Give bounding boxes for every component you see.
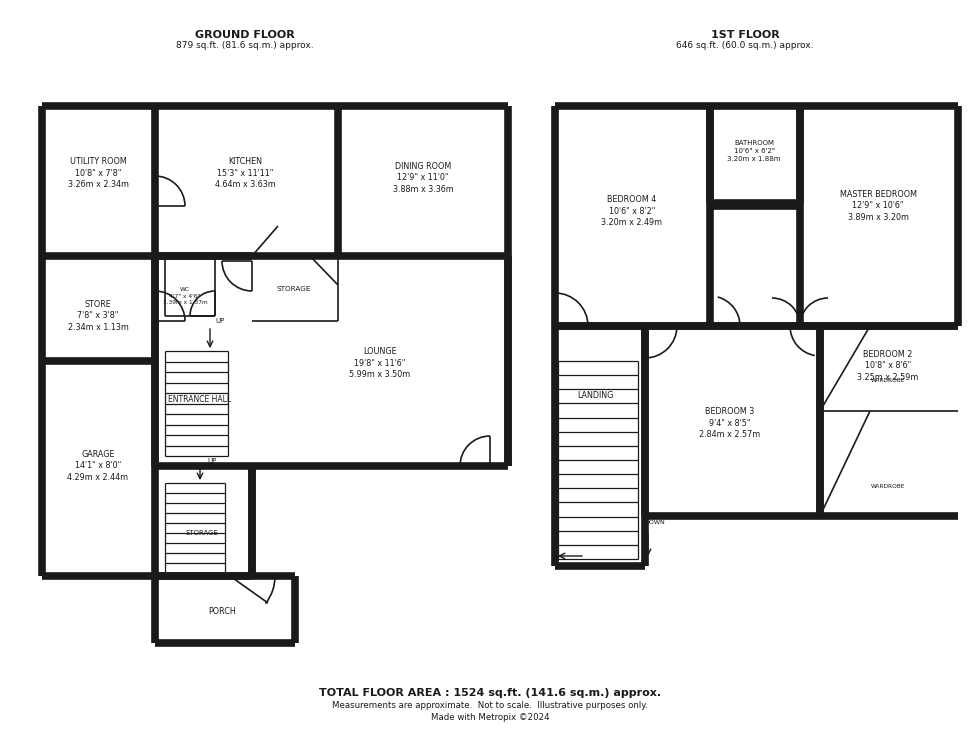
- Text: 879 sq.ft. (81.6 sq.m.) approx.: 879 sq.ft. (81.6 sq.m.) approx.: [176, 41, 314, 50]
- Text: PORCH: PORCH: [208, 607, 236, 616]
- Text: 1ST FLOOR: 1ST FLOOR: [710, 30, 779, 40]
- Text: BATHROOM
10'6" x 6'2"
3.20m x 1.88m: BATHROOM 10'6" x 6'2" 3.20m x 1.88m: [727, 140, 781, 162]
- Text: GARAGE
14'1" x 8'0"
4.29m x 2.44m: GARAGE 14'1" x 8'0" 4.29m x 2.44m: [68, 450, 128, 482]
- Text: TOTAL FLOOR AREA : 1524 sq.ft. (141.6 sq.m.) approx.: TOTAL FLOOR AREA : 1524 sq.ft. (141.6 sq…: [318, 688, 662, 698]
- Text: STORE
7'8" x 3'8"
2.34m x 1.13m: STORE 7'8" x 3'8" 2.34m x 1.13m: [68, 300, 128, 332]
- Text: STORAGE: STORAGE: [276, 286, 312, 292]
- Text: UP: UP: [216, 318, 224, 324]
- Text: DOWN: DOWN: [645, 520, 665, 526]
- Text: WARDROBE: WARDROBE: [871, 484, 906, 488]
- Text: ENTRANCE HALL: ENTRANCE HALL: [169, 394, 231, 403]
- Text: BEDROOM 4
10'6" x 8'2"
3.20m x 2.49m: BEDROOM 4 10'6" x 8'2" 3.20m x 2.49m: [602, 195, 662, 228]
- Text: KITCHEN
15'3" x 11'11"
4.64m x 3.63m: KITCHEN 15'3" x 11'11" 4.64m x 3.63m: [215, 157, 275, 189]
- Text: STORAGE: STORAGE: [185, 530, 219, 536]
- Text: Made with Metropix ©2024: Made with Metropix ©2024: [430, 713, 550, 722]
- Text: BEDROOM 2
10'8" x 8'6"
3.25m x 2.59m: BEDROOM 2 10'8" x 8'6" 3.25m x 2.59m: [858, 350, 918, 382]
- Text: GROUND FLOOR: GROUND FLOOR: [195, 30, 295, 40]
- Text: MASTER BEDROOM
12'9" x 10'6"
3.89m x 3.20m: MASTER BEDROOM 12'9" x 10'6" 3.89m x 3.2…: [840, 190, 916, 222]
- Text: Measurements are approximate.  Not to scale.  Illustrative purposes only.: Measurements are approximate. Not to sca…: [332, 701, 648, 710]
- Text: WARDROBE: WARDROBE: [871, 379, 906, 384]
- Text: LANDING: LANDING: [577, 391, 613, 400]
- Text: UTILITY ROOM
10'8" x 7'8"
3.26m x 2.34m: UTILITY ROOM 10'8" x 7'8" 3.26m x 2.34m: [68, 157, 128, 189]
- Text: UP: UP: [208, 458, 217, 464]
- Text: BEDROOM 3
9'4" x 8'5"
2.84m x 2.57m: BEDROOM 3 9'4" x 8'5" 2.84m x 2.57m: [700, 407, 760, 439]
- Text: LOUNGE
19'8" x 11'6"
5.99m x 3.50m: LOUNGE 19'8" x 11'6" 5.99m x 3.50m: [350, 347, 411, 379]
- Text: WC
4'7" x 4'6"
1.39m x 1.37m: WC 4'7" x 4'6" 1.39m x 1.37m: [163, 287, 208, 305]
- Text: DINING ROOM
12'9" x 11'0"
3.88m x 3.36m: DINING ROOM 12'9" x 11'0" 3.88m x 3.36m: [393, 161, 454, 195]
- Text: 646 sq.ft. (60.0 sq.m.) approx.: 646 sq.ft. (60.0 sq.m.) approx.: [676, 41, 813, 50]
